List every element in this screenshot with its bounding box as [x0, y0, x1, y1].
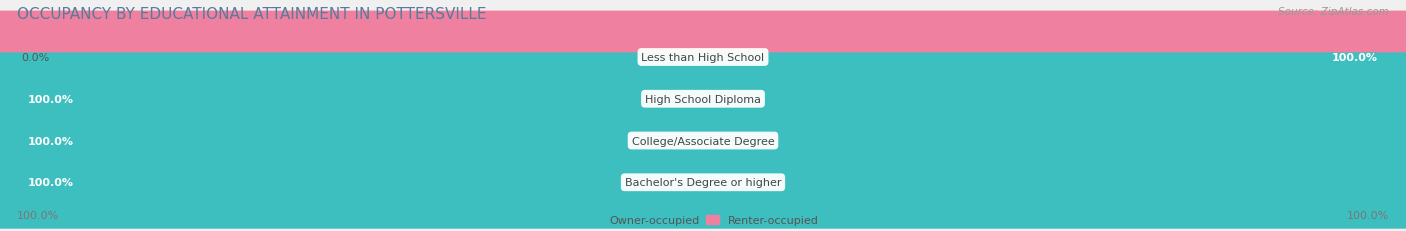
- FancyBboxPatch shape: [0, 136, 1406, 229]
- Text: High School Diploma: High School Diploma: [645, 94, 761, 104]
- Text: 100.0%: 100.0%: [1347, 210, 1389, 220]
- Text: OCCUPANCY BY EDUCATIONAL ATTAINMENT IN POTTERSVILLE: OCCUPANCY BY EDUCATIONAL ATTAINMENT IN P…: [17, 7, 486, 22]
- FancyBboxPatch shape: [0, 136, 1406, 229]
- Text: 100.0%: 100.0%: [28, 177, 75, 188]
- FancyBboxPatch shape: [0, 53, 1406, 146]
- FancyBboxPatch shape: [0, 12, 1406, 104]
- Text: Source: ZipAtlas.com: Source: ZipAtlas.com: [1278, 7, 1389, 17]
- Text: 100.0%: 100.0%: [17, 210, 59, 220]
- Text: 100.0%: 100.0%: [28, 94, 75, 104]
- Text: 100.0%: 100.0%: [28, 136, 75, 146]
- FancyBboxPatch shape: [0, 12, 1406, 104]
- Text: Bachelor's Degree or higher: Bachelor's Degree or higher: [624, 177, 782, 188]
- Text: Less than High School: Less than High School: [641, 53, 765, 63]
- Text: College/Associate Degree: College/Associate Degree: [631, 136, 775, 146]
- Text: 100.0%: 100.0%: [1331, 53, 1378, 63]
- Legend: Owner-occupied, Renter-occupied: Owner-occupied, Renter-occupied: [586, 215, 820, 225]
- FancyBboxPatch shape: [0, 53, 1406, 146]
- FancyBboxPatch shape: [0, 95, 1406, 187]
- FancyBboxPatch shape: [0, 95, 1406, 187]
- Text: 0.0%: 0.0%: [21, 53, 49, 63]
